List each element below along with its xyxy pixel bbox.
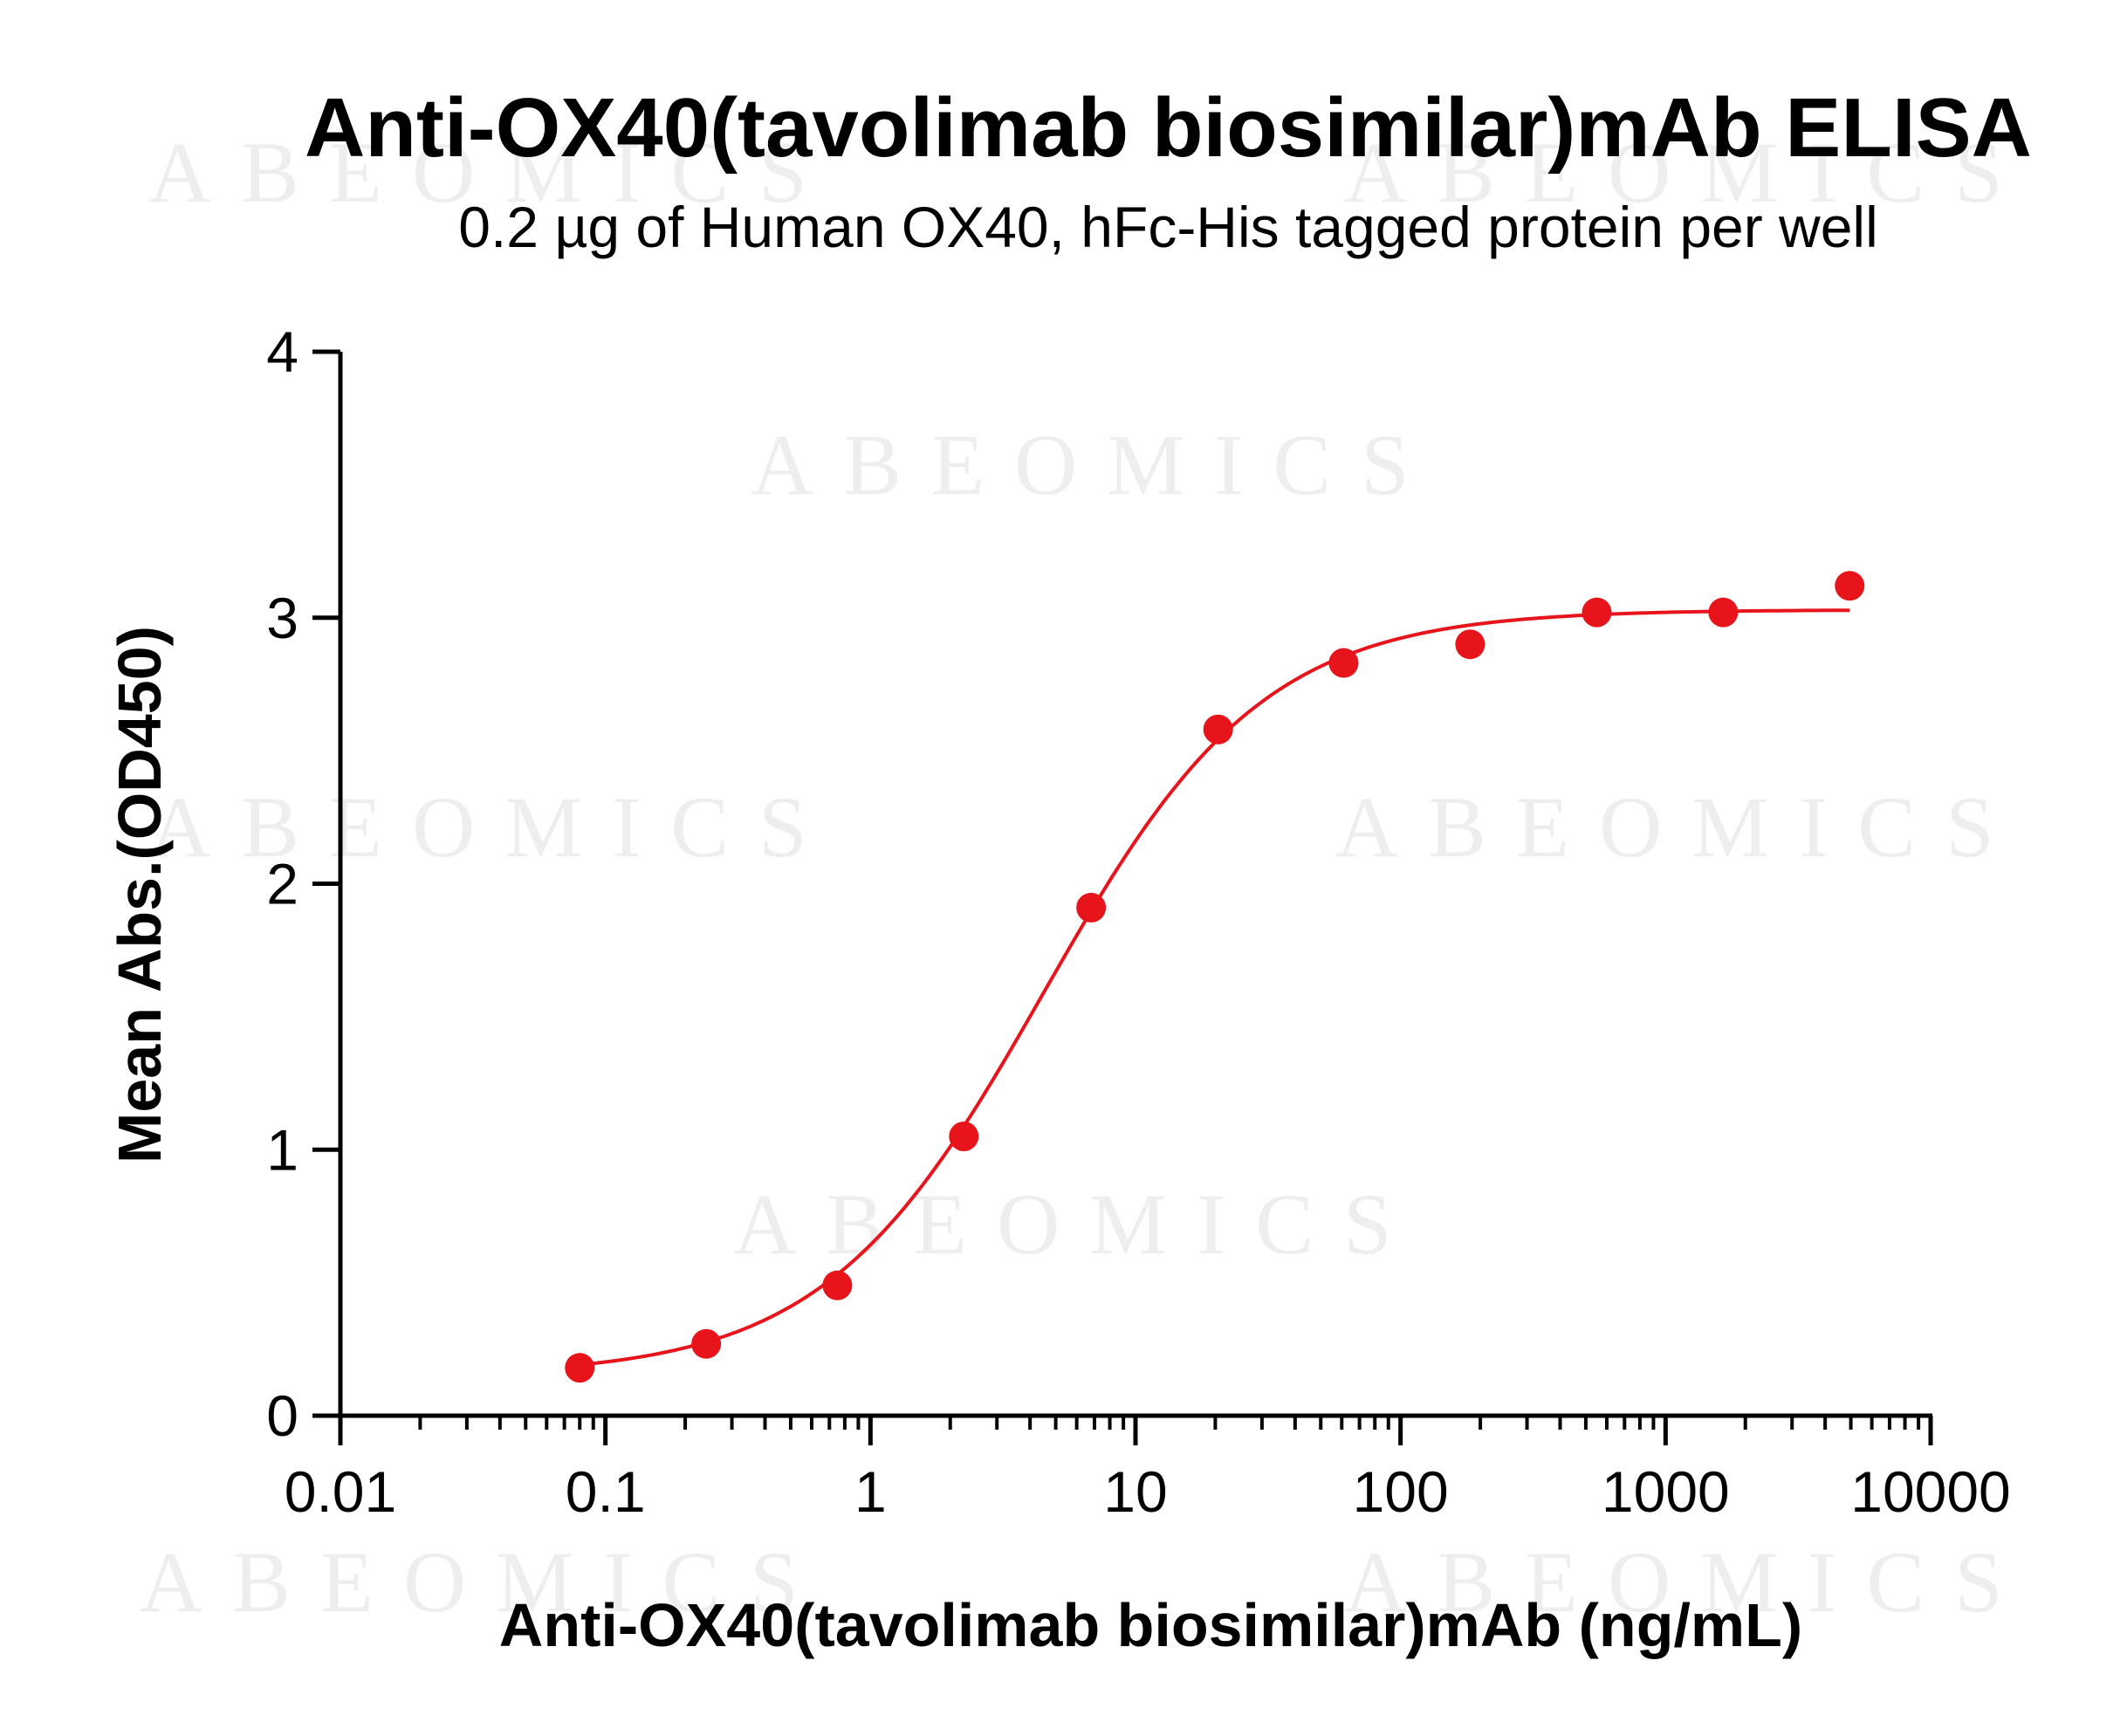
watermark: ABEOMICS: [733, 1176, 1422, 1273]
data-point: [949, 1122, 979, 1152]
watermark: ABEOMICS: [148, 779, 837, 875]
watermark: ABEOMICS: [1335, 779, 2024, 875]
data-point: [822, 1270, 853, 1300]
watermark: ABEOMICS: [751, 416, 1439, 513]
chart-title: Anti-OX40(tavolimab biosimilar)mAb ELISA: [0, 80, 2127, 176]
watermark: ABEOMICS: [140, 1534, 828, 1630]
x-tick-label: 0.1: [566, 1459, 646, 1524]
y-tick-label: 3: [266, 586, 298, 650]
watermark: ABEOMICS: [1344, 124, 2033, 221]
x-tick-label: 0.01: [285, 1459, 396, 1524]
watermark: ABEOMICS: [1344, 1534, 2033, 1630]
data-point: [1455, 629, 1485, 660]
chart-subtitle-text: 0.2 µg of Human OX40, hFc-His tagged pro…: [458, 195, 1878, 259]
chart-subtitle: 0.2 µg of Human OX40, hFc-His tagged pro…: [0, 194, 2127, 260]
x-axis-label: Anti-OX40(tavolimab biosimilar)mAb (ng/m…: [0, 1590, 2127, 1660]
x-tick-label: 10: [1103, 1459, 1167, 1524]
data-point: [565, 1353, 595, 1383]
y-tick-label: 4: [266, 319, 298, 384]
watermark: ABEOMICS: [148, 124, 837, 221]
x-tick-label: 1: [854, 1459, 887, 1524]
data-point: [1582, 597, 1612, 628]
x-tick-label: 100: [1353, 1459, 1449, 1524]
y-tick-label: 1: [266, 1117, 298, 1182]
data-point: [1328, 648, 1359, 678]
y-axis-label: Mean Abs.(OD450): [106, 626, 174, 1163]
y-tick-label: 2: [266, 852, 298, 916]
x-tick-label: 10000: [1850, 1459, 2011, 1524]
data-point: [1076, 892, 1107, 923]
data-point: [1708, 597, 1739, 628]
data-point: [1835, 571, 1865, 601]
chart-title-text: Anti-OX40(tavolimab biosimilar)mAb ELISA: [305, 81, 2032, 175]
data-point: [1203, 714, 1233, 744]
x-tick-label: 1000: [1602, 1459, 1730, 1524]
x-axis-label-text: Anti-OX40(tavolimab biosimilar)mAb (ng/m…: [498, 1591, 1803, 1659]
data-point: [691, 1328, 722, 1359]
y-tick-label: 0: [266, 1383, 298, 1448]
